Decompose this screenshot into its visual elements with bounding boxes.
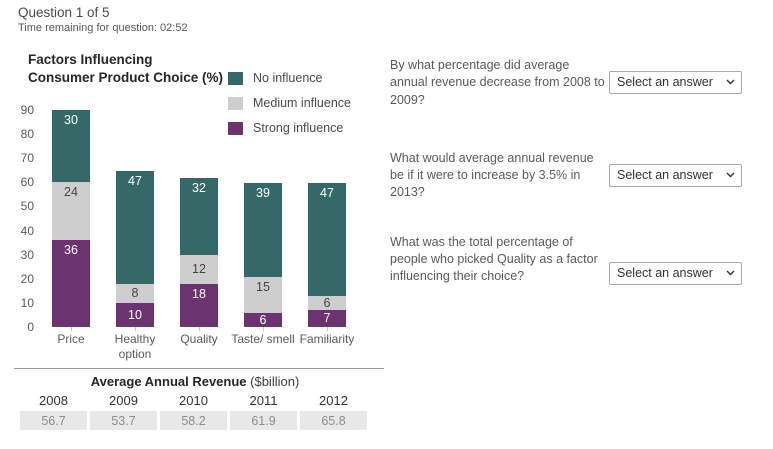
- question-1-select-wrap: Select an answer: [609, 71, 742, 95]
- bar-segment: 47: [116, 171, 154, 284]
- bar-segment: 8: [116, 284, 154, 303]
- x-axis-tick: [327, 327, 328, 331]
- revenue-year: 2012: [319, 393, 348, 408]
- question-3-select-wrap: Select an answer: [609, 262, 742, 286]
- bar-segment: 10: [116, 303, 154, 327]
- question-2-select-wrap: Select an answer: [609, 164, 742, 188]
- y-axis-tick-label: 20: [20, 271, 34, 286]
- question-1-answer-select[interactable]: Select an answer: [609, 71, 742, 95]
- bar-segment: 47: [308, 183, 346, 296]
- question-row-3: What was the total percentage of people …: [390, 234, 742, 286]
- bar-segment: 39: [244, 183, 282, 277]
- x-axis-category-label: Taste/ smell: [231, 332, 295, 346]
- x-axis-category-label: Price: [57, 332, 85, 346]
- legend-row: Strong influence: [228, 121, 351, 135]
- revenue-year: 2008: [39, 393, 68, 408]
- y-axis-tick-label: 50: [20, 199, 34, 214]
- question-2-text: What would average annual revenue be if …: [390, 150, 594, 200]
- bar-segment: 18: [180, 284, 218, 327]
- revenue-value: 58.2: [160, 411, 227, 430]
- question-row-1: By what percentage did average annual re…: [390, 57, 742, 109]
- revenue-value: 53.7: [90, 411, 157, 430]
- bar-segment: 24: [52, 182, 90, 240]
- legend-label: Medium influence: [253, 96, 351, 110]
- y-axis-tick-label: 0: [27, 320, 34, 334]
- bar-taste-smell: 6 15 39: [244, 183, 282, 327]
- x-axis-category-label: Quality: [180, 332, 218, 346]
- chart-title-line1: Factors Influencing: [28, 52, 153, 67]
- bars-container: 36 24 30 10 8 47 18 12 32 6 15 39 7 6 47: [52, 110, 346, 327]
- bar-segment: 7: [308, 310, 346, 327]
- revenue-year-row: 2008 2009 2010 2011 2012: [20, 393, 370, 408]
- revenue-table: Average Annual Revenue ($billion) 2008 20…: [20, 374, 370, 430]
- revenue-value-row: 56.7 53.7 58.2 61.9 65.8: [20, 411, 370, 430]
- y-axis-tick-label: 60: [20, 175, 34, 190]
- x-axis-category-label: Familiarity: [299, 332, 355, 346]
- page-header: Question 1 of 5 Time remaining for quest…: [18, 5, 188, 34]
- revenue-title-main: Average Annual Revenue: [90, 374, 247, 389]
- legend-swatch-icon: [228, 96, 243, 110]
- legend-row: Medium influence: [228, 96, 351, 110]
- legend-swatch-icon: [228, 121, 243, 135]
- revenue-value: 56.7: [20, 411, 87, 430]
- bar-segment: 32: [180, 178, 218, 255]
- y-axis-tick-label: 10: [20, 295, 34, 310]
- question-2-answer-select[interactable]: Select an answer: [609, 164, 742, 188]
- bar-segment: 30: [52, 110, 90, 182]
- revenue-year: 2009: [109, 393, 138, 408]
- y-axis-tick-label: 80: [20, 127, 34, 142]
- revenue-title-unit: ($billion): [246, 374, 300, 389]
- legend-label: Strong influence: [253, 121, 344, 135]
- bar-segment: 36: [52, 240, 90, 327]
- chart-title-line2: Consumer Product Choice (%): [28, 69, 224, 85]
- x-axis-tick: [71, 327, 72, 331]
- legend-row: No influence: [228, 71, 351, 85]
- chart-legend: No influence Medium influence Strong influ…: [228, 71, 351, 146]
- bar-segment: 15: [244, 277, 282, 313]
- y-axis-tick-label: 40: [20, 223, 34, 238]
- question-3-answer-select[interactable]: Select an answer: [609, 262, 742, 286]
- revenue-table-title: Average Annual Revenue ($billion): [20, 374, 370, 389]
- revenue-year: 2010: [179, 393, 208, 408]
- x-axis-tick: [263, 327, 264, 331]
- question-3-text: What was the total percentage of people …: [390, 234, 598, 284]
- bar-segment: 6: [244, 313, 282, 327]
- chart-title: Factors Influencing Consumer Product Cho…: [28, 51, 223, 87]
- questions-panel: By what percentage did average annual re…: [390, 57, 742, 286]
- bar-healthy-option: 10 8 47: [116, 171, 154, 327]
- section-divider: [14, 368, 384, 369]
- x-axis-tick: [199, 327, 200, 331]
- y-axis-tick-label: 70: [20, 151, 34, 166]
- stacked-bar-chart: 0 10 20 30 40 50 60 70 80 90 36 24 30 10 8 47 18 12 32 6 15 3…: [18, 103, 378, 361]
- bar-price: 36 24 30: [52, 110, 90, 327]
- y-axis-tick-label: 90: [20, 103, 34, 117]
- bar-familiarity: 7 6 47: [308, 183, 346, 327]
- bar-segment: 12: [180, 255, 218, 284]
- question-progress: Question 1 of 5: [18, 5, 110, 20]
- bar-quality: 18 12 32: [180, 178, 218, 327]
- question-row-2: What would average annual revenue be if …: [390, 150, 742, 202]
- revenue-year: 2011: [249, 393, 278, 408]
- legend-label: No influence: [253, 71, 323, 85]
- x-axis-category-label: Healthy option: [114, 332, 156, 361]
- revenue-value: 61.9: [230, 411, 297, 430]
- time-remaining: Time remaining for question: 02:52: [18, 22, 188, 34]
- question-1-text: By what percentage did average annual re…: [390, 58, 605, 107]
- bar-segment: 6: [308, 296, 346, 310]
- y-axis-tick-label: 30: [20, 247, 34, 262]
- x-axis-tick: [135, 327, 136, 331]
- revenue-value: 65.8: [300, 411, 367, 430]
- legend-swatch-icon: [228, 71, 243, 85]
